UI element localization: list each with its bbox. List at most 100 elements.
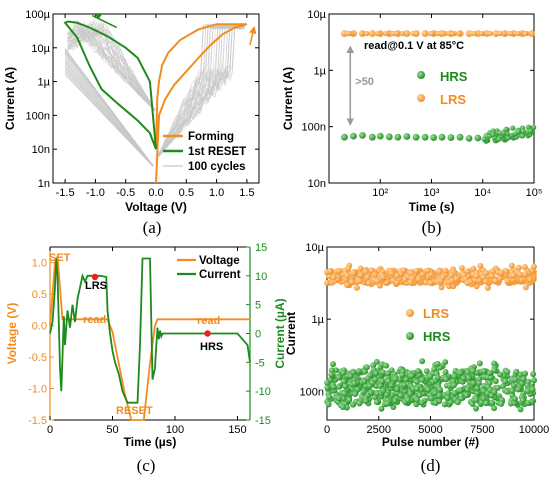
d-point-lrs	[413, 267, 420, 274]
d-point-hrs	[399, 372, 406, 379]
b-point-hrs	[456, 133, 464, 141]
d-xtick-label: 5000	[418, 424, 442, 436]
b-point-hrs	[501, 130, 507, 136]
b-point-hrs	[505, 135, 511, 141]
d-point-hrs	[457, 369, 464, 376]
d-point-hrs	[384, 400, 391, 407]
a-gray-cycle-positive	[156, 23, 245, 158]
b-ylabel: Current (A)	[281, 67, 295, 130]
d-ylabel: Current	[284, 312, 298, 355]
d-point-hrs	[351, 380, 358, 387]
d-point-hrs	[445, 390, 452, 397]
d-point-hrs	[416, 392, 423, 399]
d-point-hrs	[463, 392, 470, 399]
d-point-hrs	[383, 362, 390, 369]
a-xlabel: Voltage (V)	[125, 200, 187, 214]
d-point-lrs	[521, 264, 528, 271]
c-ylabel-left: Voltage (V)	[5, 303, 19, 365]
b-ytick-label: 1µ	[314, 65, 327, 77]
c-marker-hrs	[204, 330, 211, 337]
d-point-hrs	[464, 386, 471, 393]
d-point-lrs	[324, 279, 331, 286]
d-point-hrs	[324, 379, 331, 386]
d-point-lrs	[344, 281, 351, 288]
d-point-hrs	[434, 360, 441, 367]
b-xtick-label: 10⁵	[526, 187, 543, 199]
d-point-hrs	[413, 401, 420, 408]
d-point-lrs	[442, 267, 449, 274]
d-point-lrs	[515, 264, 522, 271]
c-ytick-label: -0.5	[28, 352, 47, 364]
d-ytick-label: 100n	[300, 386, 324, 398]
d-point-hrs	[380, 387, 387, 394]
b-ytick-label: 10n	[308, 178, 326, 190]
b-point-lrs	[456, 30, 462, 37]
d-point-hrs	[464, 369, 471, 376]
b-point-lrs	[515, 30, 521, 37]
b-point-hrs	[520, 128, 526, 134]
d-point-hrs	[427, 373, 434, 380]
d-point-hrs	[403, 376, 410, 383]
b-point-hrs	[510, 125, 516, 131]
d-point-hrs	[350, 369, 357, 376]
b-point-lrs	[449, 30, 456, 37]
d-legend-label: LRS	[423, 306, 449, 321]
a-ytick-label: 10n	[32, 144, 50, 156]
d-point-lrs	[516, 271, 523, 278]
a-gray-cycle-negative	[67, 22, 156, 111]
c-ytick-label: -1.5	[28, 415, 47, 427]
d-point-hrs	[515, 386, 522, 393]
panel-c: 0 50 100 150 -1.5 -1.0 -0.5 0.0 0.5 1.0 -15 -10 -5 0 5…	[5, 242, 287, 475]
b-point-hrs	[496, 136, 502, 142]
b-xtick-label: 10³	[424, 187, 440, 199]
c-caption: (c)	[137, 456, 156, 475]
d-point-hrs	[492, 378, 499, 385]
d-point-hrs	[486, 370, 493, 377]
c-xtick-label: 0	[47, 424, 53, 436]
d-point-hrs	[530, 370, 537, 377]
c-ytick-right-label: -15	[255, 415, 271, 427]
d-point-hrs	[530, 377, 537, 384]
b-point-hrs	[519, 133, 526, 139]
d-xtick-label: 10000	[519, 424, 550, 436]
d-xtick-label: 2500	[367, 424, 391, 436]
d-point-hrs	[356, 400, 363, 407]
b-point-lrs	[429, 30, 435, 37]
d-point-hrs	[384, 370, 391, 377]
a-arrow-reset	[92, 14, 117, 29]
d-point-hrs	[425, 386, 432, 393]
d-point-hrs	[483, 400, 490, 407]
d-point-lrs	[473, 273, 480, 280]
d-point-hrs	[519, 397, 526, 404]
d-point-hrs	[504, 388, 511, 395]
d-point-hrs	[476, 360, 483, 367]
b-point-hrs	[403, 133, 411, 140]
d-point-lrs	[401, 276, 408, 283]
d-point-lrs	[357, 272, 364, 279]
b-point-hrs	[359, 131, 366, 139]
b-ytick-label: 100n	[302, 122, 326, 134]
a-ytick-label: 1n	[38, 178, 50, 190]
d-xtick-label: 7500	[470, 424, 494, 436]
d-point-hrs	[339, 404, 346, 411]
a-gray-cycle-negative	[67, 23, 156, 111]
d-point-lrs	[371, 271, 378, 278]
b-point-hrs	[385, 133, 393, 141]
c-ytick-label: -1.0	[28, 384, 47, 396]
d-point-hrs	[522, 370, 529, 377]
d-series-lrs	[324, 262, 537, 291]
c-annotation-reset: RESET	[116, 405, 153, 417]
d-point-hrs	[470, 380, 477, 387]
d-point-hrs	[397, 392, 404, 399]
b-point-lrs	[346, 30, 352, 37]
d-point-hrs	[450, 382, 457, 389]
d-point-hrs	[455, 399, 462, 406]
a-xtick-label: -0.5	[116, 187, 135, 199]
b-point-lrs	[383, 30, 389, 37]
d-point-lrs	[453, 275, 460, 282]
d-point-lrs	[415, 276, 422, 283]
d-point-hrs	[328, 371, 335, 378]
c-annotation-read-1: read	[83, 314, 106, 326]
d-point-hrs	[373, 399, 380, 406]
